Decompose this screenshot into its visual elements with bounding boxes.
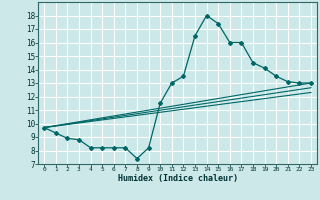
X-axis label: Humidex (Indice chaleur): Humidex (Indice chaleur) [118,174,238,183]
